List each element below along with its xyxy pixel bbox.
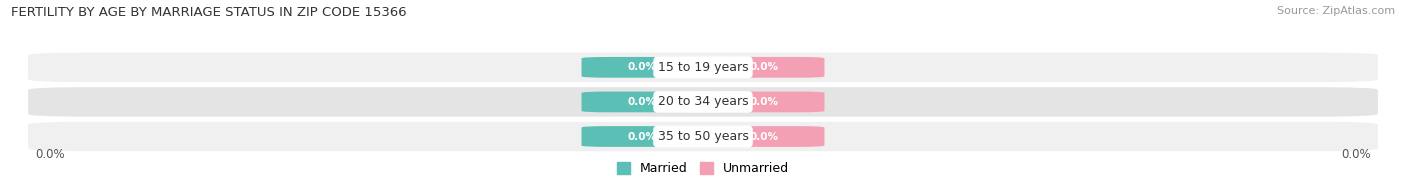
- Text: 0.0%: 0.0%: [35, 148, 65, 161]
- FancyBboxPatch shape: [582, 126, 703, 147]
- Text: 0.0%: 0.0%: [749, 62, 779, 72]
- Text: 0.0%: 0.0%: [749, 97, 779, 107]
- Text: 20 to 34 years: 20 to 34 years: [658, 95, 748, 108]
- Text: 0.0%: 0.0%: [749, 132, 779, 142]
- FancyBboxPatch shape: [582, 92, 703, 112]
- Text: 0.0%: 0.0%: [1341, 148, 1371, 161]
- FancyBboxPatch shape: [703, 126, 824, 147]
- Text: 15 to 19 years: 15 to 19 years: [658, 61, 748, 74]
- FancyBboxPatch shape: [582, 57, 703, 78]
- FancyBboxPatch shape: [28, 87, 1378, 117]
- Text: Source: ZipAtlas.com: Source: ZipAtlas.com: [1277, 6, 1395, 16]
- FancyBboxPatch shape: [703, 92, 824, 112]
- Text: 0.0%: 0.0%: [627, 97, 657, 107]
- FancyBboxPatch shape: [28, 53, 1378, 82]
- FancyBboxPatch shape: [28, 122, 1378, 151]
- FancyBboxPatch shape: [703, 57, 824, 78]
- Legend: Married, Unmarried: Married, Unmarried: [612, 157, 794, 180]
- Text: 0.0%: 0.0%: [627, 132, 657, 142]
- Text: 0.0%: 0.0%: [627, 62, 657, 72]
- Text: FERTILITY BY AGE BY MARRIAGE STATUS IN ZIP CODE 15366: FERTILITY BY AGE BY MARRIAGE STATUS IN Z…: [11, 6, 406, 19]
- Text: 35 to 50 years: 35 to 50 years: [658, 130, 748, 143]
